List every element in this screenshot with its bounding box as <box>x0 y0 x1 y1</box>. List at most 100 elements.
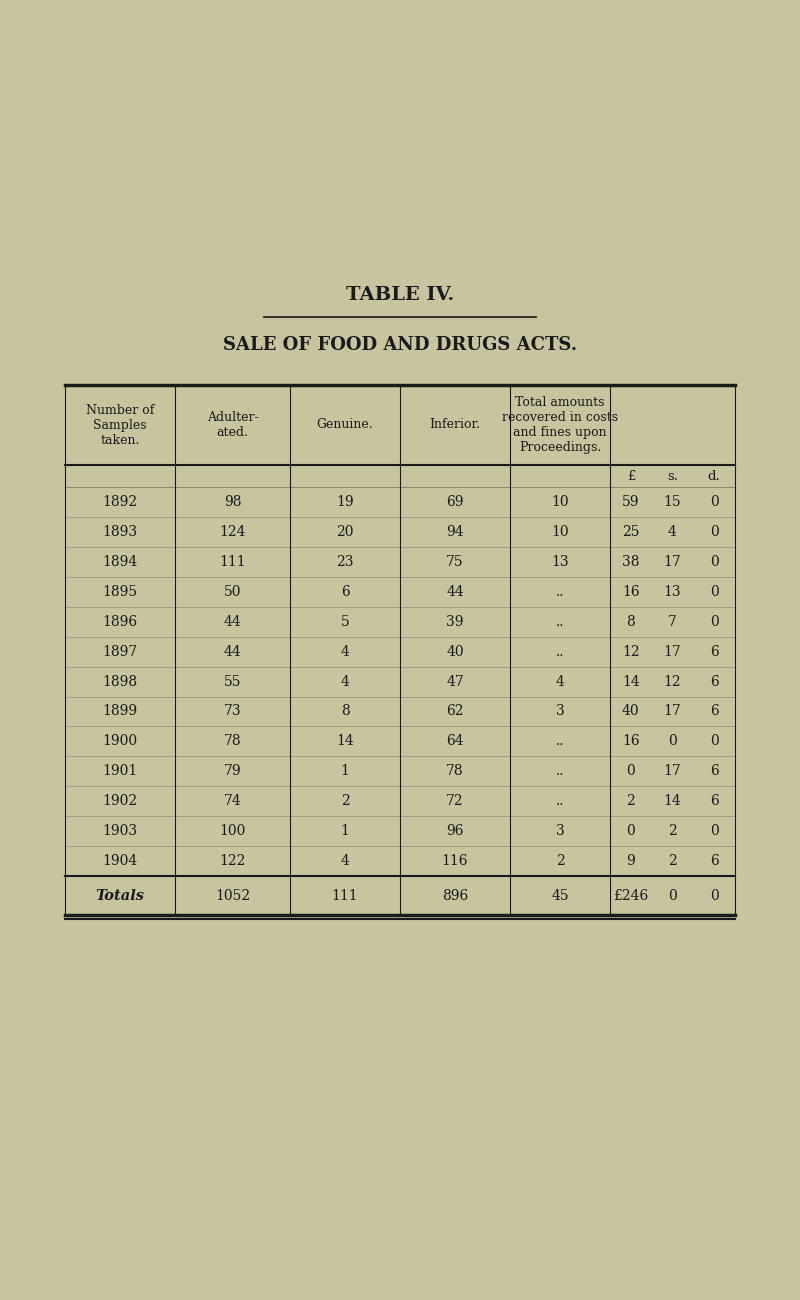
Text: 0: 0 <box>710 615 718 629</box>
Text: 59: 59 <box>622 495 639 510</box>
Text: 2: 2 <box>556 854 564 868</box>
Text: 111: 111 <box>332 888 358 902</box>
Text: 47: 47 <box>446 675 464 689</box>
Text: 6: 6 <box>710 854 718 868</box>
Text: 9: 9 <box>626 854 635 868</box>
Text: 3: 3 <box>556 824 564 839</box>
Text: 2: 2 <box>626 794 635 809</box>
Text: Total amounts
recovered in costs
and fines upon
Proceedings.: Total amounts recovered in costs and fin… <box>502 396 618 454</box>
Text: 45: 45 <box>551 888 569 902</box>
Text: 0: 0 <box>668 888 677 902</box>
Text: 100: 100 <box>219 824 246 839</box>
Text: 896: 896 <box>442 888 468 902</box>
Text: d.: d. <box>708 469 721 482</box>
Text: 20: 20 <box>336 525 354 540</box>
Text: 17: 17 <box>664 705 682 719</box>
Text: 16: 16 <box>622 585 640 599</box>
Text: 14: 14 <box>336 734 354 749</box>
Text: 0: 0 <box>710 734 718 749</box>
Text: 0: 0 <box>710 495 718 510</box>
Text: ..: .. <box>556 585 564 599</box>
Text: 2: 2 <box>668 824 677 839</box>
Text: 17: 17 <box>664 555 682 569</box>
Text: 6: 6 <box>710 764 718 779</box>
Text: ..: .. <box>556 645 564 659</box>
Text: 8: 8 <box>626 615 635 629</box>
Text: 1902: 1902 <box>102 794 138 809</box>
Text: 13: 13 <box>551 555 569 569</box>
Text: 6: 6 <box>710 794 718 809</box>
Text: 44: 44 <box>224 645 242 659</box>
Text: 3: 3 <box>556 705 564 719</box>
Text: 4: 4 <box>341 854 350 868</box>
Text: Number of
Samples
taken.: Number of Samples taken. <box>86 403 154 446</box>
Text: 39: 39 <box>446 615 464 629</box>
Text: 78: 78 <box>446 764 464 779</box>
Text: 94: 94 <box>446 525 464 540</box>
Text: 40: 40 <box>622 705 640 719</box>
Text: 40: 40 <box>446 645 464 659</box>
Text: 1896: 1896 <box>102 615 138 629</box>
Text: 4: 4 <box>555 675 565 689</box>
Text: 2: 2 <box>341 794 350 809</box>
Text: 7: 7 <box>668 615 677 629</box>
Text: 14: 14 <box>664 794 682 809</box>
Text: 1904: 1904 <box>102 854 138 868</box>
Text: 96: 96 <box>446 824 464 839</box>
Text: 4: 4 <box>668 525 677 540</box>
Text: 14: 14 <box>622 675 640 689</box>
Text: 6: 6 <box>710 675 718 689</box>
Text: 13: 13 <box>664 585 682 599</box>
Text: 1900: 1900 <box>102 734 138 749</box>
Text: 122: 122 <box>219 854 246 868</box>
Text: ..: .. <box>556 764 564 779</box>
Text: 55: 55 <box>224 675 242 689</box>
Text: ..: .. <box>556 734 564 749</box>
Text: 8: 8 <box>341 705 350 719</box>
Text: 17: 17 <box>664 645 682 659</box>
Text: 6: 6 <box>710 645 718 659</box>
Text: 1893: 1893 <box>102 525 138 540</box>
Text: 10: 10 <box>551 495 569 510</box>
Text: 2: 2 <box>668 854 677 868</box>
Text: 44: 44 <box>446 585 464 599</box>
Text: 1895: 1895 <box>102 585 138 599</box>
Text: 116: 116 <box>442 854 468 868</box>
Text: 73: 73 <box>224 705 242 719</box>
Text: ..: .. <box>556 794 564 809</box>
Text: 1: 1 <box>341 824 350 839</box>
Text: 0: 0 <box>626 764 635 779</box>
Text: 19: 19 <box>336 495 354 510</box>
Text: 75: 75 <box>446 555 464 569</box>
Text: 6: 6 <box>341 585 350 599</box>
Text: 0: 0 <box>710 525 718 540</box>
Text: SALE OF FOOD AND DRUGS ACTS.: SALE OF FOOD AND DRUGS ACTS. <box>223 335 577 354</box>
Text: TABLE IV.: TABLE IV. <box>346 286 454 304</box>
Text: Inferior.: Inferior. <box>430 419 481 432</box>
Text: 1899: 1899 <box>102 705 138 719</box>
Text: 5: 5 <box>341 615 350 629</box>
Text: £: £ <box>626 469 635 482</box>
Text: 124: 124 <box>219 525 246 540</box>
Text: 4: 4 <box>341 675 350 689</box>
Text: 15: 15 <box>664 495 682 510</box>
Text: 1903: 1903 <box>102 824 138 839</box>
Text: 12: 12 <box>622 645 640 659</box>
Text: 12: 12 <box>664 675 682 689</box>
Text: 50: 50 <box>224 585 242 599</box>
Text: £246: £246 <box>614 888 649 902</box>
Text: 0: 0 <box>710 824 718 839</box>
Text: 0: 0 <box>626 824 635 839</box>
Text: 1901: 1901 <box>102 764 138 779</box>
Text: Genuine.: Genuine. <box>317 419 374 432</box>
Text: 0: 0 <box>668 734 677 749</box>
Text: 1897: 1897 <box>102 645 138 659</box>
Text: 79: 79 <box>224 764 242 779</box>
Text: 1892: 1892 <box>102 495 138 510</box>
Text: 0: 0 <box>710 585 718 599</box>
Text: 4: 4 <box>341 645 350 659</box>
Text: 44: 44 <box>224 615 242 629</box>
Text: 1052: 1052 <box>215 888 250 902</box>
Text: 16: 16 <box>622 734 640 749</box>
Text: 1894: 1894 <box>102 555 138 569</box>
